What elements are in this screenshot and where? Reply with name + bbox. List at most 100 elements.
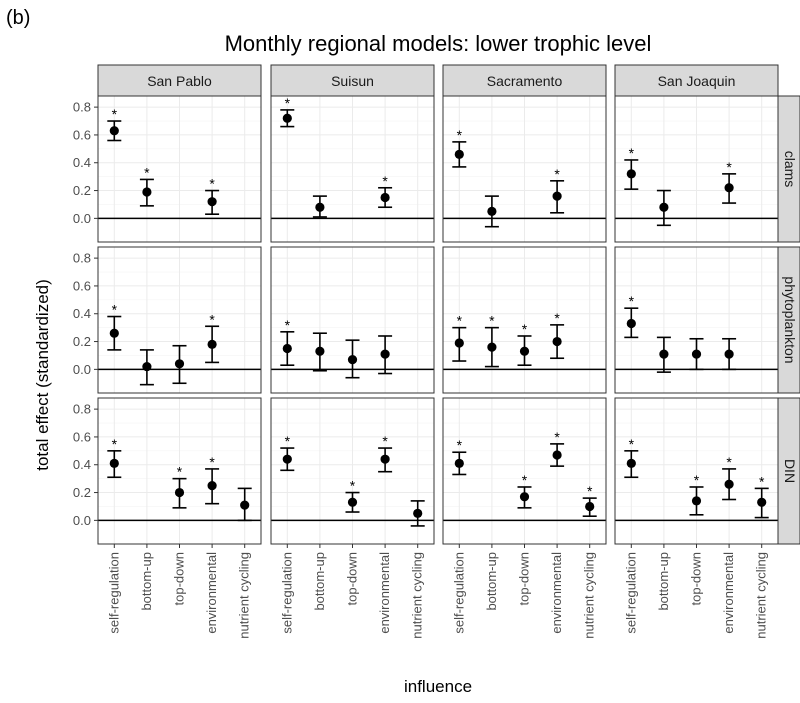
point-marker — [380, 454, 390, 464]
point-bottom-up — [484, 195, 499, 228]
significance-marker: * — [457, 127, 463, 143]
significance-marker: * — [694, 472, 700, 488]
significance-marker: * — [112, 302, 118, 318]
x-tick-label: nutrient cycling — [582, 552, 597, 639]
panel-suisun-clams: ** — [270, 95, 435, 243]
point-marker — [207, 339, 217, 349]
panel-border — [270, 397, 435, 545]
point-marker — [626, 169, 636, 179]
point-marker — [207, 197, 217, 207]
point-marker — [585, 501, 595, 512]
significance-marker: * — [726, 454, 732, 470]
figure-tag: (b) — [6, 7, 30, 29]
significance-marker: * — [629, 145, 635, 161]
panel-border — [97, 95, 262, 243]
significance-marker: * — [209, 454, 215, 470]
panel-suisun-din: * * * — [270, 397, 435, 545]
y-tick-label: 0.2 — [73, 183, 91, 198]
x-tick-label: nutrient cycling — [754, 552, 769, 639]
significance-marker: * — [554, 166, 560, 182]
y-tick-label: 0.8 — [73, 100, 91, 115]
x-tick-label: self-regulation — [279, 552, 294, 634]
panel-san-joaquin-phytoplankton: * — [614, 246, 779, 394]
significance-marker: * — [489, 313, 495, 329]
point-top-down — [345, 339, 360, 379]
point-environmental: * — [722, 454, 737, 501]
significance-marker: * — [285, 317, 291, 333]
point-top-down: * — [689, 472, 704, 516]
point-marker — [757, 497, 767, 507]
y-tick-label: 0.6 — [73, 429, 91, 444]
point-marker — [626, 318, 636, 329]
strip-label-sacramento: Sacramento — [487, 73, 563, 89]
strip-label-din: DIN — [782, 459, 798, 483]
panel-sacramento-din: * * * * — [442, 397, 607, 545]
significance-marker: * — [726, 159, 732, 175]
x-tick-label: self-regulation — [106, 552, 121, 634]
significance-marker: * — [285, 433, 291, 449]
point-marker — [552, 336, 562, 347]
y-tick-label: 0.4 — [73, 457, 91, 472]
point-bottom-up: * — [484, 313, 499, 368]
point-self-regulation: * — [624, 145, 639, 190]
y-tick-label: 0.0 — [73, 211, 91, 226]
y-tick-label: 0.0 — [73, 513, 91, 528]
point-marker — [413, 508, 423, 519]
point-self-regulation: * — [107, 106, 122, 142]
y-tick-label: 0.2 — [73, 334, 91, 349]
point-marker — [282, 343, 292, 354]
point-environmental: * — [550, 310, 565, 360]
significance-marker: * — [629, 436, 635, 452]
point-bottom-up — [656, 336, 671, 373]
point-self-regulation: * — [280, 317, 295, 366]
panel-san-pablo-phytoplankton: ** — [97, 246, 262, 394]
point-nutrient-cycling: * — [754, 473, 769, 519]
point-environmental: * — [378, 173, 393, 209]
panel-border — [614, 95, 779, 243]
significance-marker: * — [759, 473, 765, 489]
y-tick-label: 0.8 — [73, 402, 91, 417]
point-self-regulation: * — [452, 127, 467, 168]
point-nutrient-cycling — [410, 500, 425, 527]
point-marker — [519, 492, 530, 502]
point-self-regulation: * — [452, 313, 467, 362]
significance-marker: * — [144, 164, 150, 180]
significance-marker: * — [209, 311, 215, 327]
significance-marker: * — [554, 310, 560, 326]
significance-marker: * — [285, 95, 291, 111]
point-marker — [691, 496, 702, 506]
x-axis-title: influence — [404, 677, 472, 696]
strip-suisun — [270, 64, 435, 97]
y-tick-label: 0.2 — [73, 485, 91, 500]
point-marker — [347, 497, 358, 507]
point-bottom-up — [312, 332, 327, 372]
point-marker — [659, 349, 669, 359]
significance-marker: * — [350, 478, 356, 494]
point-marker — [207, 481, 217, 491]
point-marker — [109, 328, 119, 338]
panel-border — [97, 246, 262, 394]
panel-suisun-phytoplankton: * — [270, 246, 435, 394]
point-marker — [109, 458, 119, 468]
x-tick-label: top-down — [172, 552, 187, 605]
point-environmental: * — [722, 159, 737, 204]
point-marker — [174, 359, 185, 369]
point-marker — [724, 183, 734, 193]
point-marker — [626, 458, 636, 468]
panel-san-joaquin-din: * * * * — [614, 397, 779, 545]
point-marker — [282, 113, 292, 123]
point-self-regulation: * — [280, 95, 295, 128]
point-marker — [454, 149, 464, 159]
x-tick-label: environmental — [549, 552, 564, 634]
x-tick-label: environmental — [204, 552, 219, 634]
point-nutrient-cycling: * — [582, 483, 597, 517]
significance-marker: * — [177, 464, 183, 480]
point-marker — [380, 192, 390, 203]
y-axis-title: total effect (standardized) — [33, 279, 52, 471]
significance-marker: * — [382, 433, 388, 449]
x-tick-label: bottom-up — [139, 552, 154, 611]
point-marker — [552, 450, 562, 460]
panel-sacramento-phytoplankton: * * * * — [442, 246, 607, 394]
point-top-down: * — [517, 321, 532, 366]
strip-label-clams: clams — [782, 151, 798, 188]
